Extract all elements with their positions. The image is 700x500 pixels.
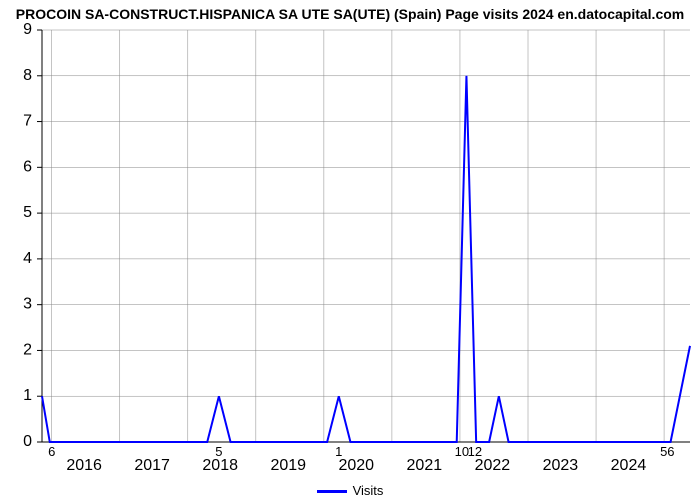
y-tick-label: 0 xyxy=(23,433,32,450)
y-tick-label: 2 xyxy=(23,341,32,358)
floor-marker: 56 xyxy=(660,444,674,459)
y-tick-label: 7 xyxy=(23,113,32,130)
y-tick-label: 4 xyxy=(23,250,32,267)
floor-marker: 6 xyxy=(48,444,55,459)
y-tick-label: 5 xyxy=(23,204,32,221)
y-tick-label: 6 xyxy=(23,158,32,175)
legend-label: Visits xyxy=(353,483,384,498)
x-tick-label: 2019 xyxy=(270,457,306,474)
floor-marker: 5 xyxy=(215,444,222,459)
floor-marker: 1 xyxy=(335,444,342,459)
x-tick-label: 2018 xyxy=(202,457,238,474)
y-tick-label: 8 xyxy=(23,67,32,84)
legend-swatch xyxy=(317,490,347,493)
x-tick-label: 2024 xyxy=(611,457,647,474)
x-tick-label: 2016 xyxy=(66,457,102,474)
floor-marker: 12 xyxy=(468,444,482,459)
y-tick-label: 1 xyxy=(23,387,32,404)
chart-container: PROCOIN SA-CONSTRUCT.HISPANICA SA UTE SA… xyxy=(0,0,700,500)
y-tick-label: 9 xyxy=(23,21,32,38)
x-tick-label: 2022 xyxy=(475,457,511,474)
y-tick-label: 3 xyxy=(23,296,32,313)
x-tick-label: 2017 xyxy=(134,457,170,474)
x-tick-label: 2020 xyxy=(338,457,374,474)
chart-title: PROCOIN SA-CONSTRUCT.HISPANICA SA UTE SA… xyxy=(0,6,700,22)
x-tick-label: 2021 xyxy=(407,457,443,474)
legend: Visits xyxy=(0,483,700,498)
x-tick-label: 2023 xyxy=(543,457,579,474)
line-chart: 0123456789201620172018201920202021202220… xyxy=(0,0,700,500)
